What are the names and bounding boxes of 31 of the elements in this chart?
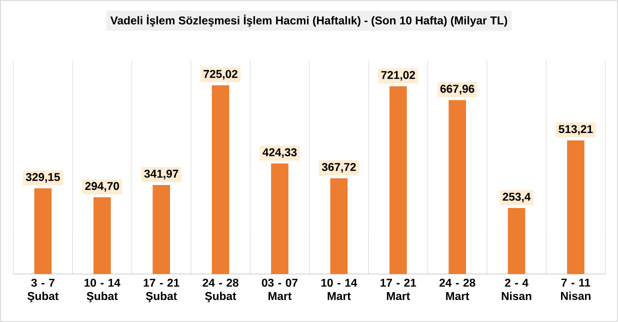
data-label: 513,21 — [558, 125, 593, 135]
data-label: 725,02 — [204, 70, 238, 80]
data-label: 367,72 — [322, 162, 356, 173]
bar — [330, 178, 348, 274]
bar — [34, 188, 52, 274]
data-label: 424,33 — [262, 148, 297, 158]
data-label: 721,02 — [381, 70, 416, 81]
data-label: 294,70 — [85, 182, 119, 192]
x-tick-label: 7 - 11 Nisan — [561, 278, 590, 300]
data-label: 329,15 — [26, 173, 60, 183]
data-label: 341,97 — [144, 170, 178, 180]
bar — [271, 164, 288, 274]
x-tick-label: 03 - 07 Mart — [262, 278, 298, 300]
bar — [508, 208, 526, 274]
x-tick-label: 2 - 4 Nisan — [502, 278, 532, 300]
bar — [389, 86, 407, 274]
data-label: 667,96 — [440, 84, 474, 94]
bar — [448, 100, 466, 274]
x-tick-label: 24 - 28 Şubat — [202, 278, 238, 302]
x-tick-label: 10 - 14 Mart — [321, 278, 358, 300]
bar — [212, 85, 230, 274]
bar — [93, 197, 111, 274]
x-tick-label: 3 - 7 Şubat — [28, 278, 59, 302]
x-tick-label: 17 - 21 Mart — [380, 278, 416, 300]
bar — [152, 184, 170, 274]
bar — [567, 140, 584, 274]
chart-title: Vadeli İşlem Sözleşmesi İşlem Hacmi (Haftalık) - (Son 10 Hafta) (Milyar TL) — [110, 14, 508, 27]
x-tick-label: 24 - 28 Mart — [439, 278, 476, 300]
x-tick-label: 17 - 21 Şubat — [144, 278, 180, 302]
data-label: 253,4 — [502, 192, 531, 202]
x-tick-label: 10 - 14 Şubat — [84, 278, 120, 302]
